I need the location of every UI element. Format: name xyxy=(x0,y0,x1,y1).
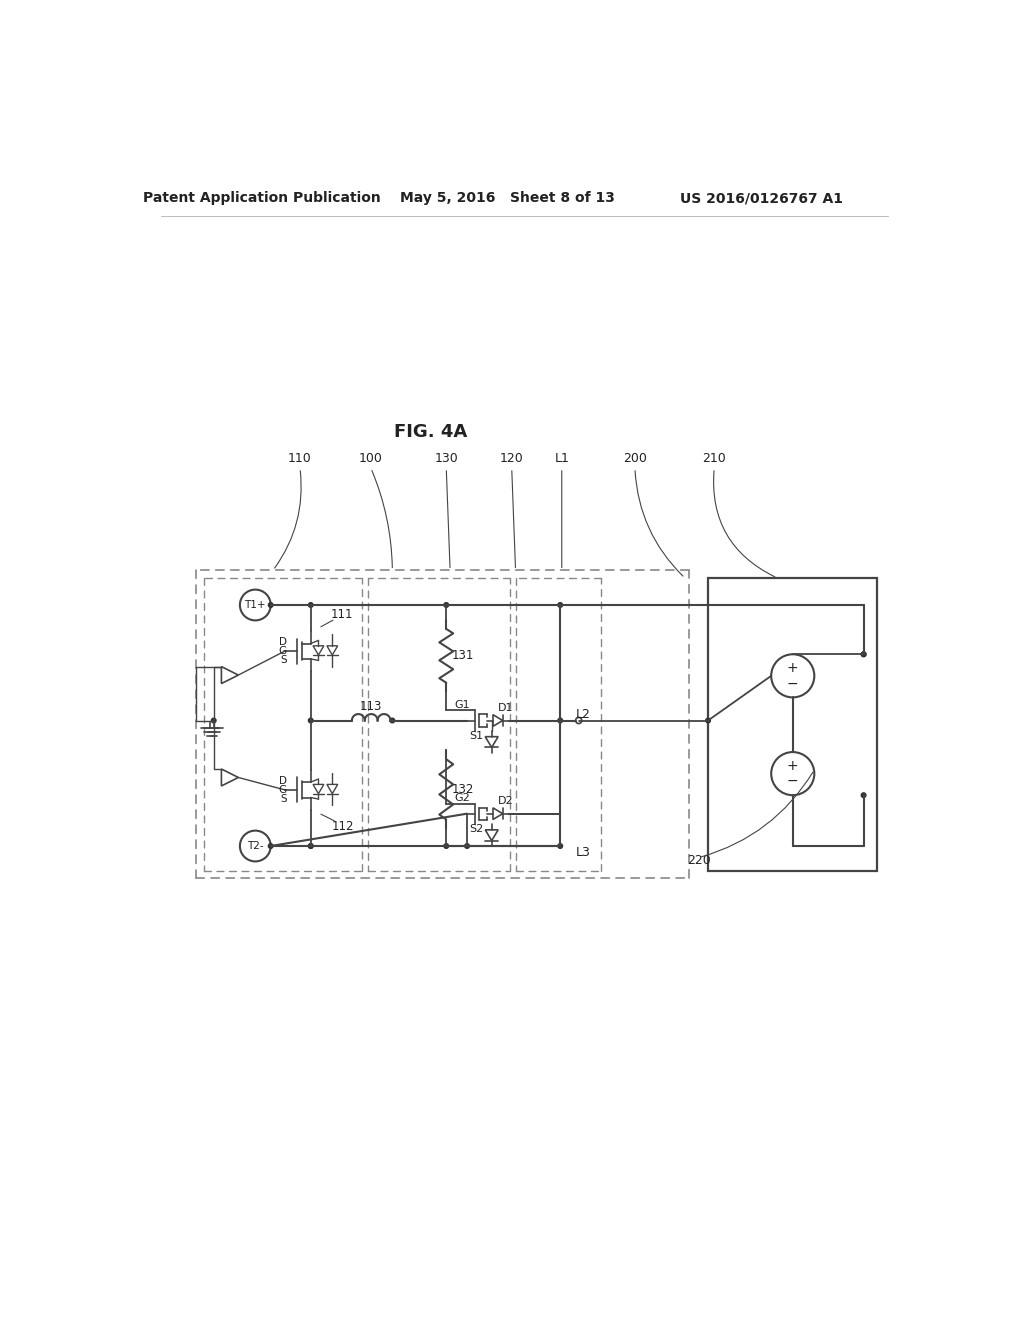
Circle shape xyxy=(861,652,866,656)
Circle shape xyxy=(558,843,562,849)
Text: L3: L3 xyxy=(575,846,591,859)
Text: T2-: T2- xyxy=(247,841,263,851)
Circle shape xyxy=(444,843,449,849)
Text: D: D xyxy=(279,638,287,647)
Text: US 2016/0126767 A1: US 2016/0126767 A1 xyxy=(681,191,844,206)
Text: L1: L1 xyxy=(554,453,569,465)
Bar xyxy=(708,578,878,871)
Circle shape xyxy=(268,843,273,849)
Circle shape xyxy=(240,830,270,862)
Text: 130: 130 xyxy=(434,453,458,465)
Circle shape xyxy=(308,843,313,849)
Text: +: + xyxy=(787,661,799,675)
Circle shape xyxy=(308,843,313,849)
Text: 110: 110 xyxy=(288,453,312,465)
Circle shape xyxy=(268,603,273,607)
Circle shape xyxy=(308,603,313,607)
Text: 131: 131 xyxy=(452,649,474,663)
Text: 210: 210 xyxy=(702,453,726,465)
Circle shape xyxy=(771,752,814,795)
Text: G2: G2 xyxy=(455,793,470,804)
Text: −: − xyxy=(787,775,799,788)
Circle shape xyxy=(390,718,394,723)
Circle shape xyxy=(575,718,582,723)
Text: 120: 120 xyxy=(500,453,523,465)
Circle shape xyxy=(211,718,216,723)
Text: 100: 100 xyxy=(358,453,383,465)
Text: D: D xyxy=(279,776,287,785)
Text: +: + xyxy=(787,759,799,774)
Text: Patent Application Publication: Patent Application Publication xyxy=(142,191,380,206)
Text: 111: 111 xyxy=(331,607,353,620)
Circle shape xyxy=(861,652,866,656)
Text: T1+: T1+ xyxy=(245,601,266,610)
Text: S1: S1 xyxy=(469,731,483,741)
Circle shape xyxy=(308,718,313,723)
Text: D1: D1 xyxy=(498,704,513,713)
Text: G: G xyxy=(279,785,287,795)
Text: −: − xyxy=(787,677,799,690)
Circle shape xyxy=(861,793,866,797)
Text: 112: 112 xyxy=(332,820,354,833)
Text: G: G xyxy=(279,647,287,656)
Circle shape xyxy=(706,718,711,723)
Circle shape xyxy=(558,718,562,723)
Text: May 5, 2016   Sheet 8 of 13: May 5, 2016 Sheet 8 of 13 xyxy=(400,191,615,206)
Text: D2: D2 xyxy=(498,796,513,807)
Text: L2: L2 xyxy=(575,708,591,721)
Text: 200: 200 xyxy=(623,453,647,465)
Text: FIG. 4A: FIG. 4A xyxy=(394,422,468,441)
Circle shape xyxy=(465,843,469,849)
Text: S: S xyxy=(281,656,287,665)
Circle shape xyxy=(444,603,449,607)
Text: S2: S2 xyxy=(469,824,483,834)
Text: S: S xyxy=(281,795,287,804)
Circle shape xyxy=(771,655,814,697)
Circle shape xyxy=(240,590,270,620)
Text: 113: 113 xyxy=(360,700,382,713)
Text: 220: 220 xyxy=(687,854,711,867)
Text: G1: G1 xyxy=(455,700,470,710)
Circle shape xyxy=(558,603,562,607)
Text: 132: 132 xyxy=(452,783,474,796)
